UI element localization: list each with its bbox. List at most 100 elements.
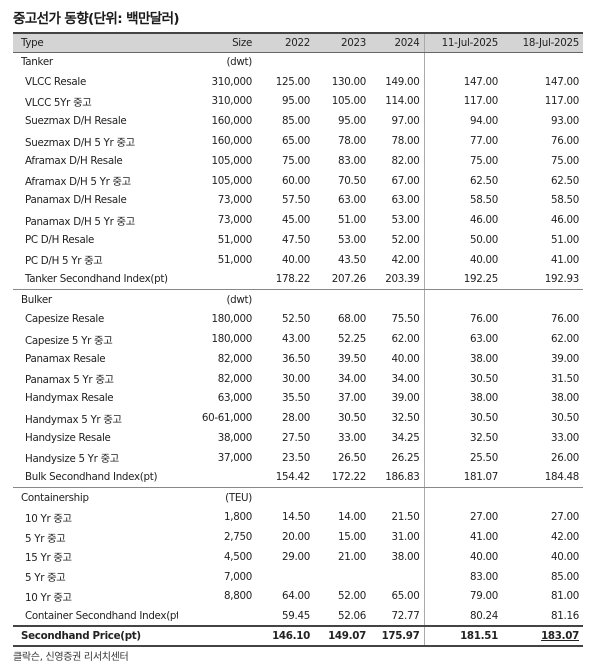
cell-2023 [316,567,370,587]
cell-2022: 125.00 [275,75,311,88]
cell-type: 10 Yr 중고 [25,512,72,525]
cell-11-jul-2025: 76.00 [470,313,498,326]
cell-18-jul-2025: 85.00 [551,570,579,583]
cell-2022: 146.10 [262,625,316,647]
cell-type: Suezmax D/H 5 Yr 중고 [25,136,135,149]
cell-11-jul-2025: 79.00 [470,590,498,603]
index-row: Tanker Secondhand Index(pt) 178.22 207.26 2… [13,269,583,291]
cell-2023: 52.25 [338,333,366,346]
section-header-row: Containership (TEU) [13,487,583,508]
cell-11-jul-2025: 41.00 [470,531,498,544]
cell-2023: 37.00 [338,392,366,405]
cell-type: 5 Yr 중고 [25,572,66,585]
cell-11-jul-2025 [424,487,504,508]
table-row: Handysize 5 Yr 중고 37,000 23.50 26.50 26.25 25… [13,447,583,468]
cell-2022: 60.00 [282,174,310,187]
index-row: Bulk Secondhand Index(pt) 154.42 172.22 186… [13,467,583,489]
cell-type: Capesize 5 Yr 중고 [25,334,113,347]
cell-2024: 78.00 [370,131,425,151]
table-row: Capesize 5 Yr 중고 180,000 43.00 52.25 62.00 63… [13,329,583,349]
cell-18-jul-2025: 31.50 [551,372,579,385]
cell-2023: 33.00 [338,432,366,445]
cell-18-jul-2025: 147.00 [544,75,580,88]
table-row: VLCC Resale 310,000 125.00 130.00 149.00 147.… [13,71,583,92]
cell-2022: 20.00 [282,531,310,544]
cell-2023: 53.00 [338,234,366,247]
cell-18-jul-2025: 75.00 [551,154,579,167]
cell-2023: 70.50 [338,174,366,187]
header-11-jul-2025: 11-Jul-2025 [424,32,504,53]
cell-type: Tanker Secondhand Index(pt) [13,269,178,291]
cell-2023: 52.06 [338,609,366,622]
cell-size: 160,000 [211,135,253,148]
cell-18-jul-2025: 93.00 [551,115,579,128]
cell-type: Aframax D/H Resale [25,154,123,167]
cell-2024: 32.50 [370,408,425,429]
cell-2024: 114.00 [370,91,425,112]
cell-size: 180,000 [211,313,253,326]
table-row: 10 Yr 중고 8,800 64.00 52.00 65.00 79.00 81.00 [13,586,583,607]
cell-2024: 52.00 [370,230,425,250]
cell-size: 310,000 [211,75,253,88]
cell-size: 60-61,000 [201,412,252,425]
cell-18-jul-2025: 62.00 [551,333,579,346]
cell-2022: 154.42 [262,467,316,489]
cell-2023: 63.00 [338,194,366,207]
cell-2023: 30.50 [338,412,366,425]
cell-2023: 43.50 [338,253,366,266]
table-row: PC D/H 5 Yr 중고 51,000 40.00 43.50 42.00 40.00… [13,249,583,270]
cell-11-jul-2025: 94.00 [470,115,498,128]
cell-2024: 34.00 [370,368,425,389]
cell-18-jul-2025: 76.00 [551,313,579,326]
cell-type: Containership [13,487,178,508]
cell-2022: 40.00 [282,253,310,266]
cell-size [178,467,262,489]
cell-size [178,269,262,291]
cell-11-jul-2025: 32.50 [470,432,498,445]
cell-size: 63,000 [217,392,253,405]
cell-2022: 45.00 [282,214,310,227]
cell-type: Tanker [13,51,178,72]
cell-2022: 35.50 [282,392,310,405]
cell-2022: 65.00 [282,135,310,148]
cell-2024: 175.97 [370,625,425,647]
cell-2023: 15.00 [338,531,366,544]
cell-2023 [316,289,370,310]
table-row: 5 Yr 중고 2,750 20.00 15.00 31.00 41.00 42.00 [13,527,583,547]
cell-type: Bulker [13,289,178,310]
cell-2024: 203.39 [370,269,425,291]
table-row: Suezmax D/H Resale 160,000 85.00 95.00 97.00… [13,111,583,132]
cell-type: Panamax 5 Yr 중고 [25,374,114,387]
cell-type: Handysize 5 Yr 중고 [25,453,119,466]
cell-type: PC D/H Resale [25,234,95,247]
cell-2022: 75.00 [282,154,310,167]
table-row: Panamax D/H 5 Yr 중고 73,000 45.00 51.00 53.00… [13,210,583,231]
cell-11-jul-2025: 50.00 [470,234,498,247]
cell-size: 82,000 [217,352,253,365]
cell-size: 180,000 [211,333,253,346]
cell-11-jul-2025: 40.00 [470,550,498,563]
cell-2023: 14.00 [338,511,366,524]
cell-2022: 27.50 [282,432,310,445]
cell-2023: 105.00 [331,95,367,108]
cell-type: 5 Yr 중고 [25,532,66,545]
cell-2022: 52.50 [282,313,310,326]
cell-11-jul-2025: 38.00 [470,392,498,405]
cell-type: Handymax 5 Yr 중고 [25,413,122,426]
cell-2023: 21.00 [338,550,366,563]
cell-2023: 172.22 [316,467,370,489]
cell-2022: 30.00 [282,372,310,385]
cell-size: 38,000 [217,432,253,445]
cell-2023: 207.26 [316,269,370,291]
cell-type: VLCC 5Yr 중고 [25,96,92,109]
cell-2024: 21.50 [370,507,425,528]
cell-size: 51,000 [217,253,253,266]
table-row: 15 Yr 중고 4,500 29.00 21.00 38.00 40.00 40.00 [13,546,583,567]
cell-11-jul-2025: 63.00 [470,333,498,346]
table-row: 10 Yr 중고 1,800 14.50 14.00 21.50 27.00 27.00 [13,507,583,528]
cell-type: Aframax D/H 5 Yr 중고 [25,176,131,189]
table-row: VLCC 5Yr 중고 310,000 95.00 105.00 114.00 117.0… [13,91,583,112]
cell-size: 7,000 [224,570,252,583]
table-row: Panamax Resale 82,000 36.50 39.50 40.00 38.00… [13,348,583,369]
cell-2022: 47.50 [282,234,310,247]
